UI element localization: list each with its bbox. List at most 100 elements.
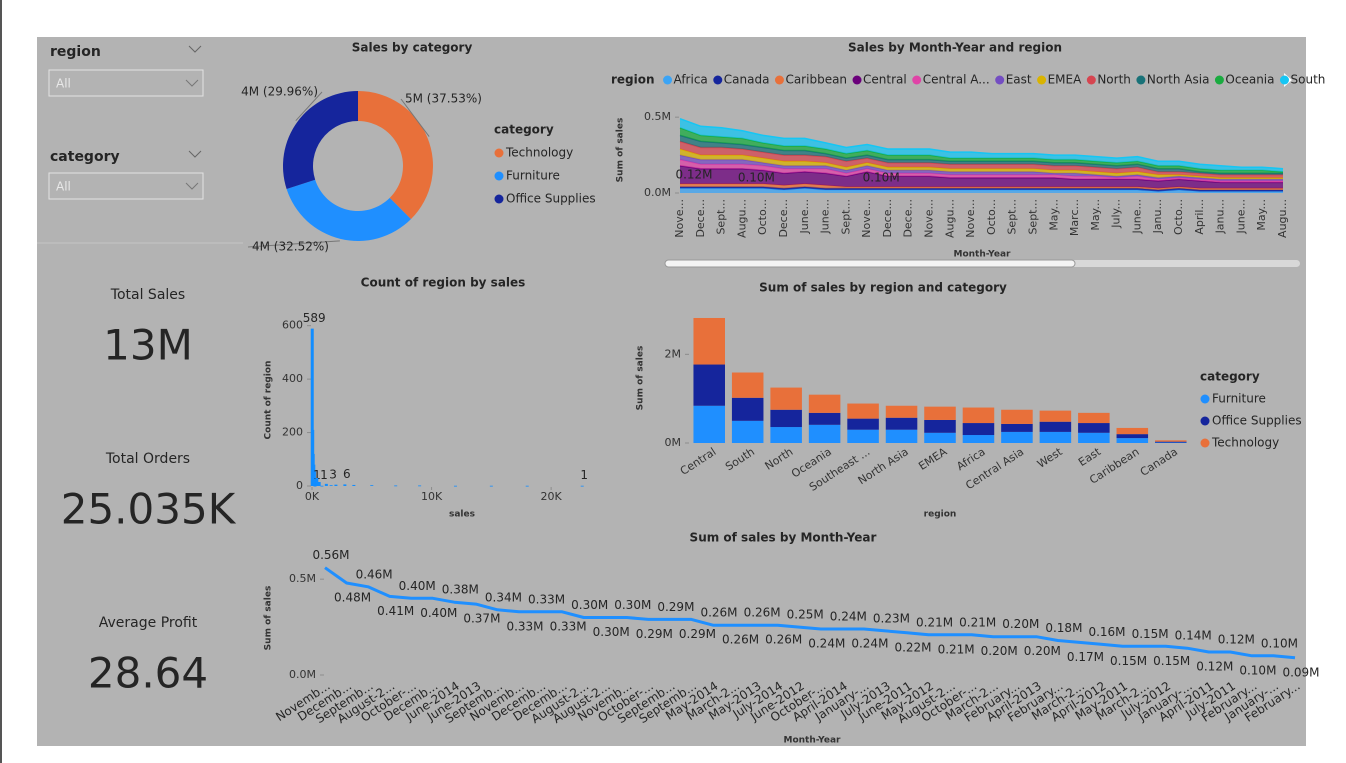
bar-segment [770,387,802,410]
legend-label: North [1097,73,1131,87]
data-label: 5M (37.53%) [405,92,482,106]
x-tick-label: June... [1234,199,1247,234]
bar [317,481,321,486]
slicer-title: region [50,44,101,60]
x-tick-label: May... [1089,199,1102,231]
legend-label: EMEA [1048,73,1083,87]
bar [580,485,584,487]
data-label: 0.37M [463,612,500,626]
pie-slice [286,179,411,241]
legend-swatch [852,75,862,85]
data-label: 0.15M [1153,654,1190,668]
legend-swatch [1037,75,1047,85]
area-line [679,117,1284,170]
slicer-collapse[interactable] [188,45,202,53]
bar [315,477,319,486]
bar-segment [808,394,841,413]
scrollbar-thumb[interactable] [664,259,1076,268]
data-label: 0.25M [787,608,824,622]
bar-segment [847,429,879,443]
canvas [37,37,1306,746]
x-tick-label: Dece... [777,199,790,238]
x-tick-label: June... [819,199,832,234]
leader-line [247,240,340,248]
data-label: 0.17M [1067,650,1104,664]
bar-segment [962,423,995,436]
data-label: 0.26M [700,606,737,620]
x-tick-label: 0K [305,490,320,503]
data-label: 0.30M [614,598,651,612]
bar-segment [808,424,841,443]
legend-swatch [995,75,1005,85]
x-tick-label: Dece... [902,199,915,238]
legend-swatch [1086,75,1096,85]
bar [312,471,316,486]
data-label: 0.21M [916,615,953,629]
legend-label: Oceania [1225,73,1274,87]
slicer-collapse[interactable] [188,150,202,158]
bar-segment [770,427,802,443]
area-fill [680,155,1283,181]
line [324,566,1296,660]
bar-segment [1116,434,1149,439]
bar [343,484,347,486]
bar-segment [731,420,764,443]
bar [525,485,529,487]
bar-segment [808,412,841,425]
bar-segment [1001,423,1033,432]
x-tick-label: Octo... [1172,199,1185,235]
x-tick-label: May... [1047,199,1060,231]
data-label: 0.30M [571,598,608,612]
bar-segment [731,372,764,398]
bar-segment [1001,431,1033,443]
data-label: 0.41M [377,604,414,618]
data-label: 0.26M [722,633,759,647]
data-label: 0.18M [1045,621,1082,635]
data-label: 0.23M [873,611,910,625]
y-axis-title: Sum of sales [636,346,646,411]
bar-segment [1116,438,1149,443]
bar-segment [1001,409,1033,424]
bar-segment [770,409,802,428]
data-label: 0.29M [636,627,673,641]
data-label: 0.26M [744,606,781,620]
bar-segment [924,419,956,433]
legend-swatch [663,75,673,85]
bar-segment [1078,423,1110,433]
slicer-dropdown[interactable] [48,172,204,200]
legend-label: East [1006,73,1032,87]
legend-swatch [1200,416,1210,426]
bar [418,485,422,487]
legend-label: Technology [1211,436,1279,450]
data-label: 0.21M [959,615,996,629]
card-value: 25.035K [61,485,237,534]
legend-swatch [1200,394,1210,404]
legend-label: Canada [724,73,770,87]
area-fill [680,165,1283,189]
legend-swatch [494,171,504,181]
bar [313,485,317,487]
pie-slice [358,91,433,220]
legend-label: Central [863,73,907,87]
x-tick-label: Octo... [985,199,998,235]
y-tick-label: 0.5M [289,572,316,585]
bar [320,485,324,487]
chart-title: Sales by Month-Year and region [848,41,1062,55]
legend-swatch [1136,75,1146,85]
bar-segment [962,435,995,443]
data-label: 0.12M [675,167,712,181]
data-label: 0.34M [485,590,522,604]
data-label: 0.20M [1024,644,1061,658]
data-label: 0.33M [528,592,565,606]
bar [329,485,333,486]
bar-segment [731,397,764,421]
slicer-dropdown[interactable] [48,69,204,97]
bar-segment [1039,410,1072,422]
data-label: 0.24M [808,637,845,651]
bar-segment [1039,431,1072,443]
data-label: 0.46M [356,567,393,581]
bar-segment [885,429,918,443]
x-tick-label: Janu... [1214,199,1227,234]
x-tick-label: Nove... [673,199,686,238]
